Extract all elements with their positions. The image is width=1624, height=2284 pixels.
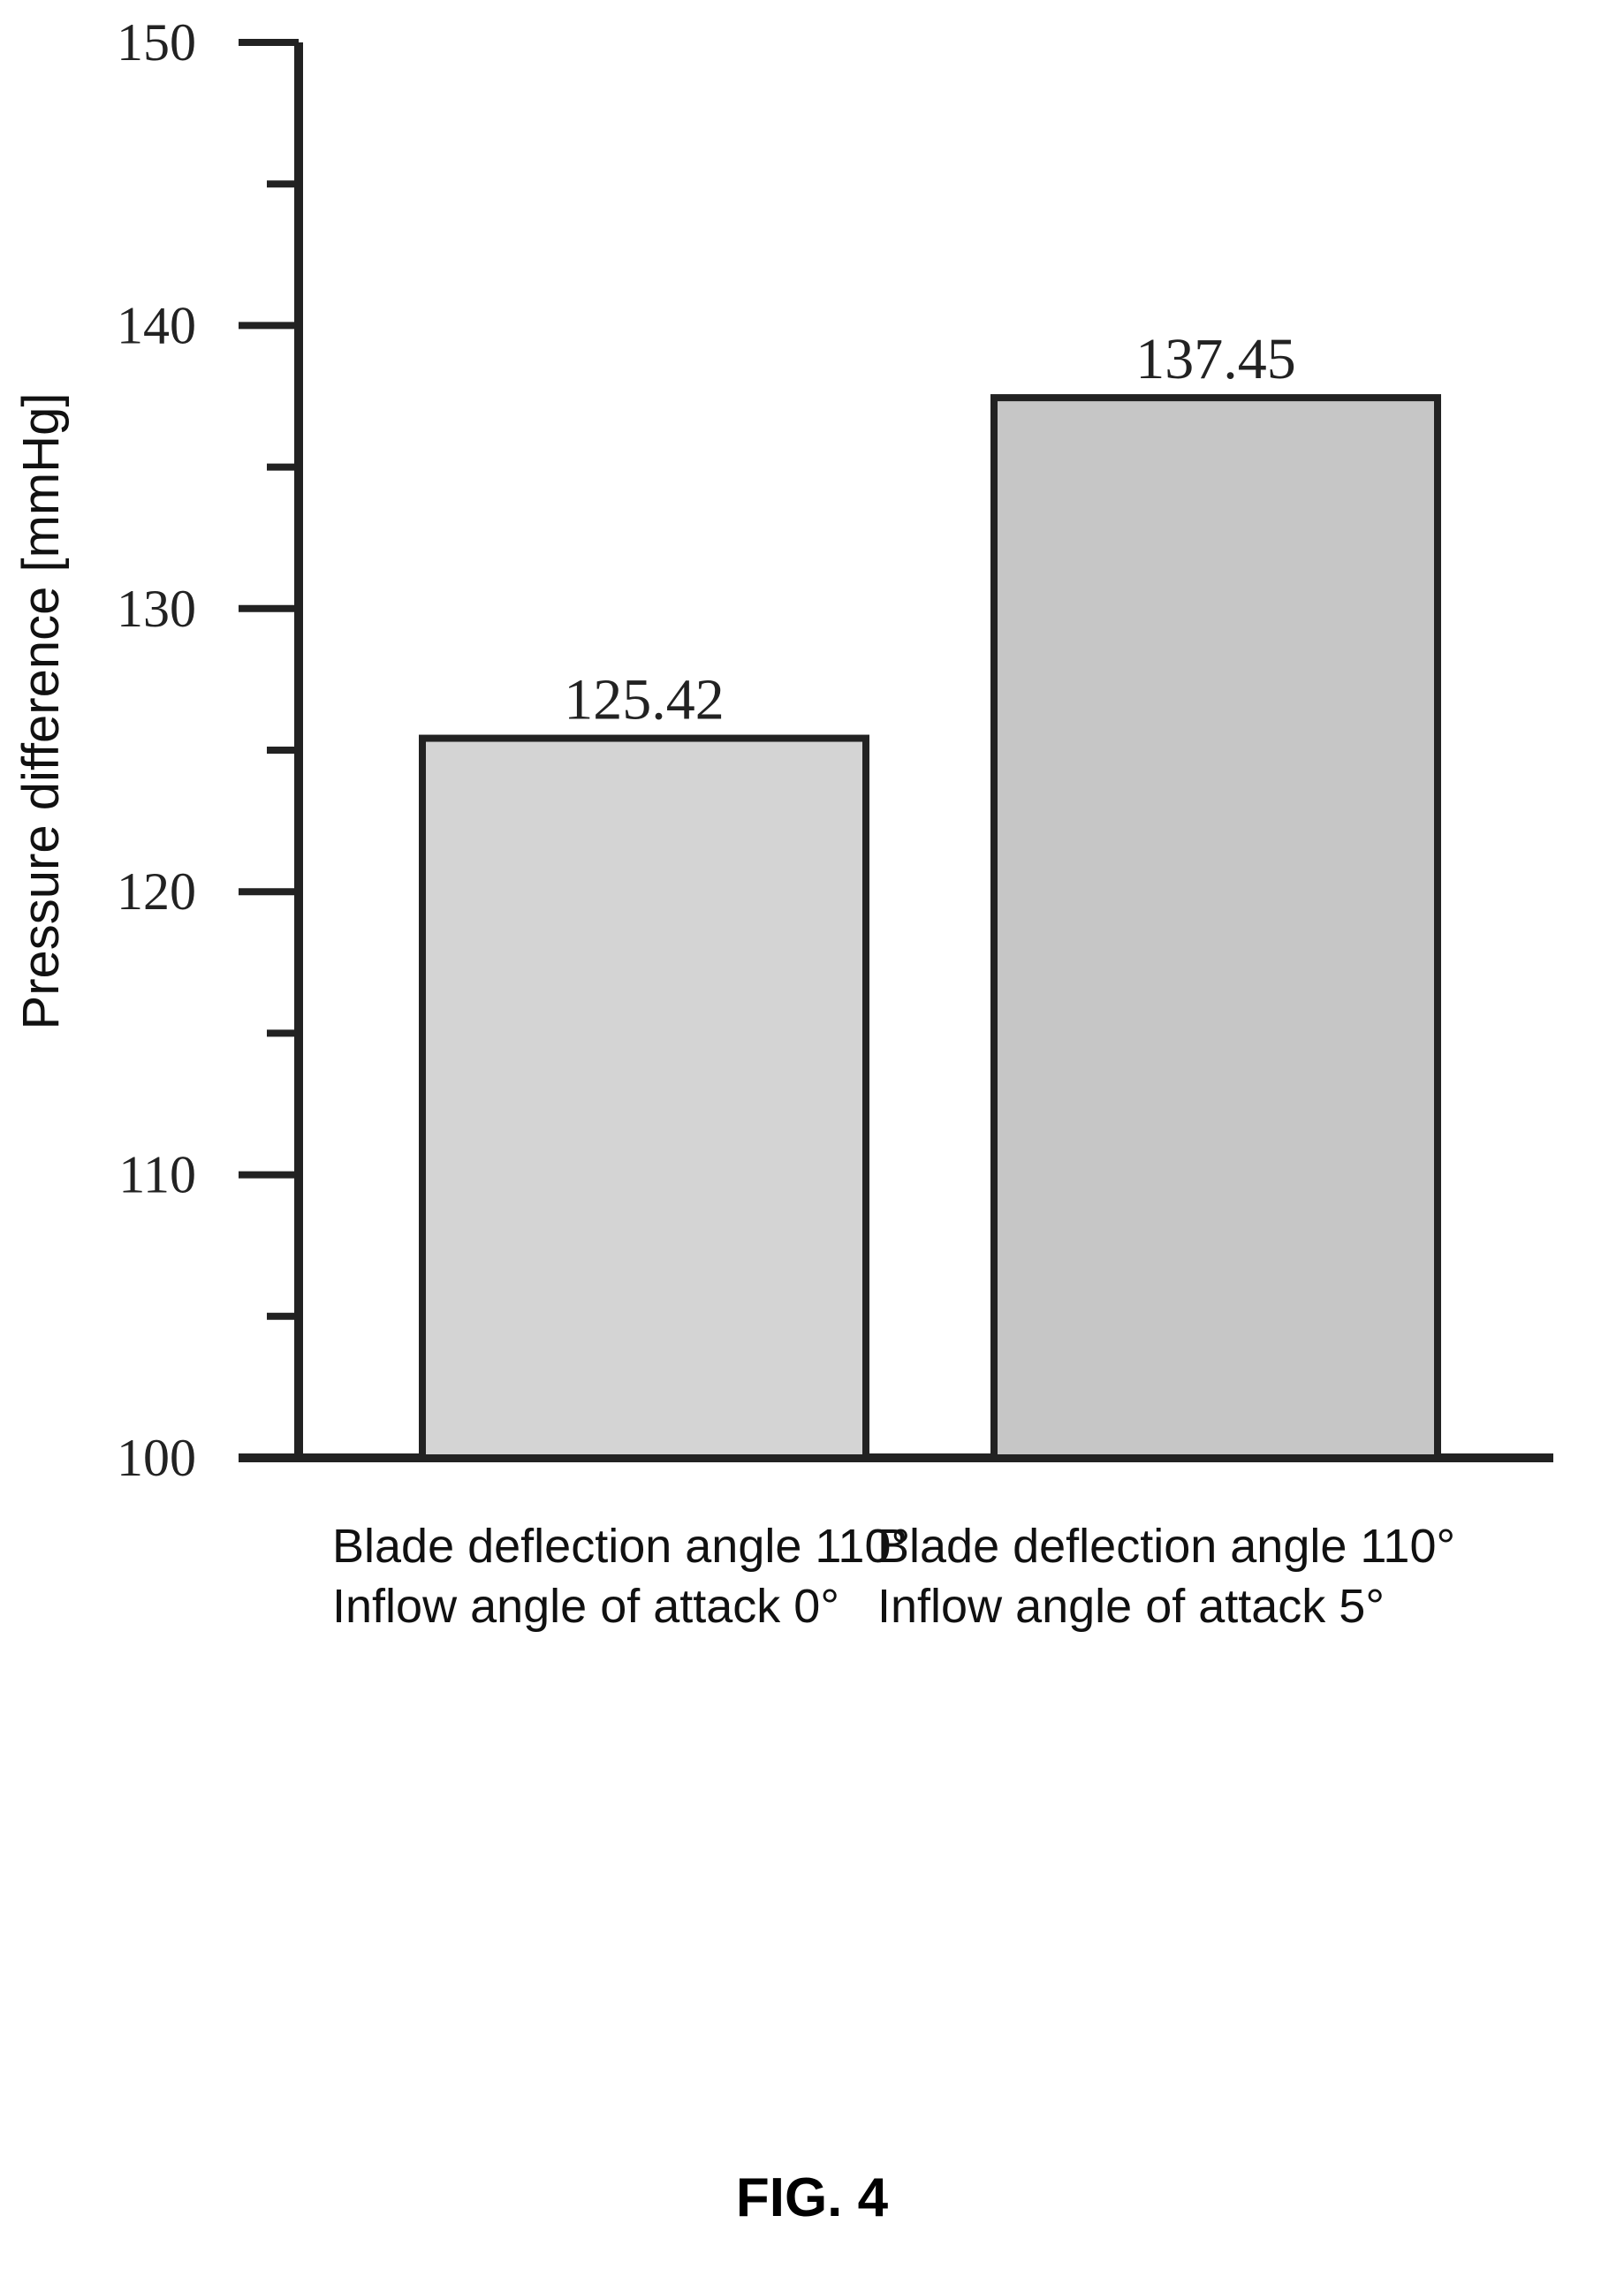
y-tick-label: 140 <box>117 296 196 354</box>
y-tick-label: 150 <box>117 13 196 72</box>
x-tick-label: Blade deflection angle 110° Inflow angle … <box>332 1520 910 1633</box>
data-label: 125.42 <box>564 668 725 732</box>
labels: 100 110 120 130 140 150 125.42 Blade deflection… <box>117 13 1455 1633</box>
y-tick-label: 130 <box>117 580 196 638</box>
bar <box>419 734 869 1461</box>
y-tick-label: 100 <box>117 1429 196 1487</box>
y-tick-label: 120 <box>117 862 196 921</box>
y-axis-title: Pressure difference [mmHg] <box>12 393 70 1030</box>
figure-label: FIG. 4 <box>736 2167 889 2228</box>
x-tick-label: Blade deflection angle 110° Inflow angle … <box>877 1520 1455 1633</box>
bar <box>990 394 1441 1461</box>
bars <box>419 394 1441 1461</box>
y-tick-label: 110 <box>118 1146 196 1204</box>
data-label: 137.45 <box>1135 327 1296 391</box>
